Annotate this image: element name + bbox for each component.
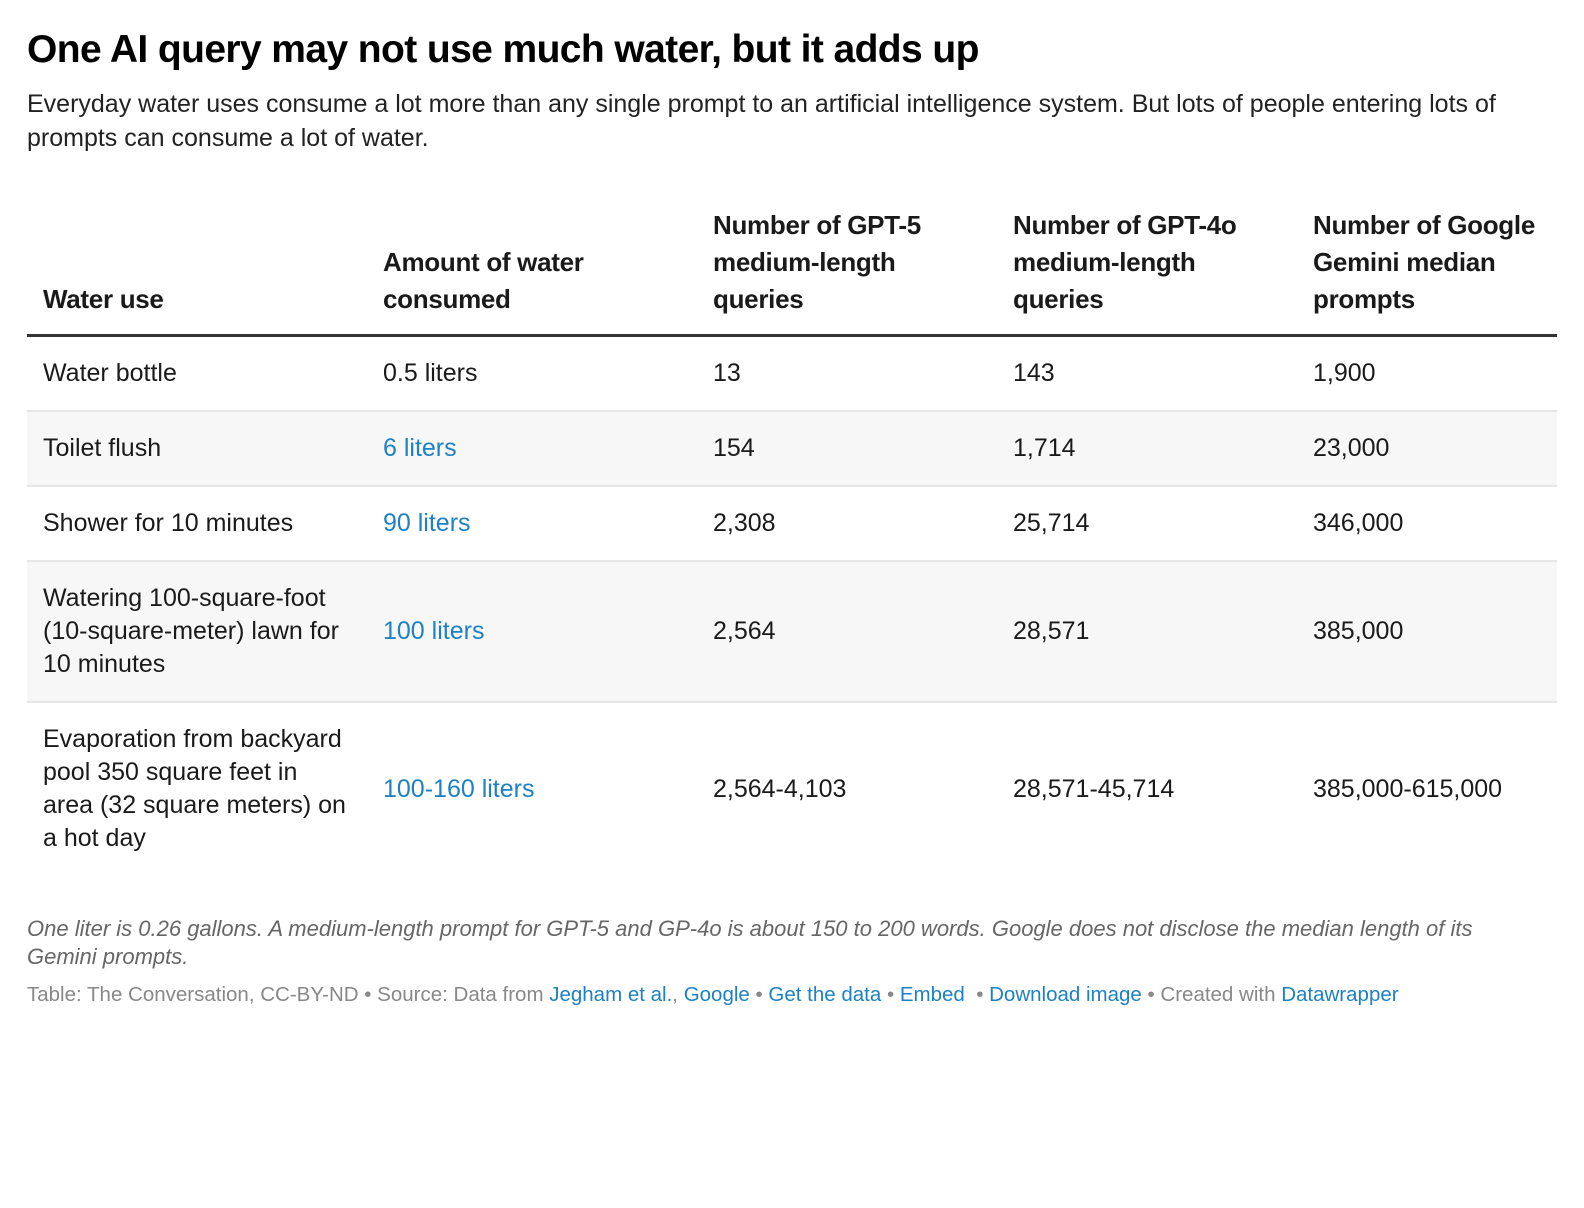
table-header-row: Water use Amount of water consumed Numbe… <box>27 207 1557 337</box>
source-comma: , <box>672 983 678 1006</box>
table-row: Water bottle 0.5 liters 13 143 1,900 <box>27 335 1557 412</box>
table-row: Shower for 10 minutes 90 liters 2,308 25… <box>27 486 1557 562</box>
cell-gpt5: 154 <box>697 411 997 487</box>
cell-gemini: 1,900 <box>1297 335 1557 412</box>
table-notes: One liter is 0.26 gallons. A medium-leng… <box>27 916 1473 969</box>
page-title: One AI query may not use much water, but… <box>27 28 979 71</box>
embed-link[interactable]: Embed <box>899 983 965 1006</box>
cell-water-use: Toilet flush <box>27 411 367 487</box>
cell-gpt5: 2,564 <box>697 561 997 703</box>
cell-gpt4o: 28,571-45,714 <box>997 702 1297 875</box>
cell-water-use: Watering 100-square-foot (10-square-mete… <box>27 561 367 703</box>
datawrapper-table-embed: One AI query may not use much water, but… <box>27 28 1557 1009</box>
source-link-jegham[interactable]: Jegham et al. <box>549 983 673 1006</box>
cell-gpt5: 2,308 <box>697 486 997 562</box>
source-link-google[interactable]: Google <box>683 983 750 1006</box>
cell-water-use: Shower for 10 minutes <box>27 486 367 562</box>
amount-source-link[interactable]: 90 liters <box>383 509 471 537</box>
separator-dot: • <box>755 983 763 1006</box>
amount-source-link[interactable]: 100-160 liters <box>383 774 535 803</box>
cell-gpt4o: 25,714 <box>997 486 1297 562</box>
separator-dot: • <box>364 983 372 1006</box>
cell-water-use: Water bottle <box>27 335 367 412</box>
source-prefix: Source: Data from <box>377 983 544 1006</box>
cell-water-use: Evaporation from backyard pool 350 squar… <box>27 702 367 875</box>
datawrapper-link[interactable]: Datawrapper <box>1281 983 1399 1006</box>
separator-dot: • <box>976 983 984 1006</box>
created-with-label: Created with <box>1160 983 1276 1006</box>
table-row: Toilet flush 6 liters 154 1,714 23,000 <box>27 411 1557 487</box>
page-subtitle: Everyday water uses consume a lot more t… <box>27 90 1496 152</box>
cell-gpt4o: 28,571 <box>997 561 1297 703</box>
cell-gemini: 385,000 <box>1297 561 1557 703</box>
column-header-gpt5-queries[interactable]: Number of GPT-5 medium-length queries <box>697 207 997 337</box>
cell-gemini: 346,000 <box>1297 486 1557 562</box>
water-usage-table: Water use Amount of water consumed Numbe… <box>27 207 1557 875</box>
cell-amount: 0.5 liters <box>367 335 697 412</box>
table-row: Evaporation from backyard pool 350 squar… <box>27 702 1557 875</box>
download-image-link[interactable]: Download image <box>989 983 1142 1006</box>
cell-amount: 100 liters <box>367 561 697 703</box>
cell-gpt4o: 143 <box>997 335 1297 412</box>
column-header-water-use[interactable]: Water use <box>27 207 367 337</box>
cell-amount: 100-160 liters <box>367 702 697 875</box>
column-header-gpt4o-queries[interactable]: Number of GPT-4o medium-length queries <box>997 207 1297 337</box>
column-header-gemini-prompts[interactable]: Number of Google Gemini median prompts <box>1297 207 1557 337</box>
cell-amount: 6 liters <box>367 411 697 487</box>
column-header-amount[interactable]: Amount of water consumed <box>367 207 697 337</box>
cell-gemini: 23,000 <box>1297 411 1557 487</box>
table-credit: Table: The Conversation, CC-BY-ND <box>27 983 359 1006</box>
cell-gpt5: 13 <box>697 335 997 412</box>
amount-source-link[interactable]: 6 liters <box>383 434 457 462</box>
amount-source-link[interactable]: 100 liters <box>383 617 485 645</box>
cell-amount: 90 liters <box>367 486 697 562</box>
cell-gpt5: 2,564-4,103 <box>697 702 997 875</box>
get-the-data-link[interactable]: Get the data <box>768 983 882 1006</box>
separator-dot: • <box>886 983 895 1006</box>
cell-gemini: 385,000-615,000 <box>1297 702 1557 875</box>
separator-dot: • <box>1147 983 1155 1006</box>
cell-gpt4o: 1,714 <box>997 411 1297 487</box>
table-row: Watering 100-square-foot (10-square-mete… <box>27 561 1557 703</box>
footer-credits: Table: The Conversation, CC-BY-ND • Sour… <box>27 981 1557 1009</box>
